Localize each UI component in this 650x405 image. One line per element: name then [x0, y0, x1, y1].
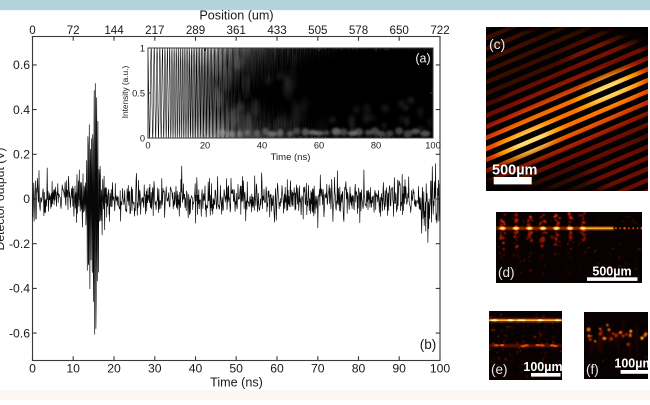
svg-text:(d): (d)	[498, 265, 515, 280]
svg-text:40: 40	[189, 362, 203, 376]
svg-text:72: 72	[67, 24, 80, 37]
svg-text:505: 505	[308, 24, 327, 37]
svg-text:0.5: 0.5	[132, 88, 145, 98]
svg-text:90: 90	[392, 362, 406, 376]
svg-text:100: 100	[425, 141, 441, 151]
svg-text:650: 650	[390, 24, 409, 37]
svg-text:(f): (f)	[586, 362, 599, 377]
svg-text:0.6: 0.6	[13, 58, 30, 72]
svg-text:100: 100	[430, 362, 451, 376]
svg-text:(c): (c)	[489, 36, 505, 52]
svg-text:-0.4: -0.4	[9, 282, 30, 296]
svg-text:144: 144	[104, 24, 124, 37]
svg-text:-0.2: -0.2	[9, 237, 30, 251]
svg-text:70: 70	[311, 362, 325, 376]
svg-text:50: 50	[229, 362, 243, 376]
svg-text:578: 578	[349, 24, 368, 37]
svg-text:Time (ns): Time (ns)	[271, 152, 311, 163]
svg-text:100µm: 100µm	[614, 357, 650, 371]
svg-text:0.2: 0.2	[13, 148, 30, 162]
svg-text:40: 40	[257, 141, 267, 151]
svg-text:Position (um): Position (um)	[199, 9, 273, 23]
svg-text:0: 0	[29, 24, 35, 37]
svg-text:433: 433	[267, 24, 286, 37]
svg-text:Detector output (V): Detector output (V)	[0, 148, 7, 251]
svg-text:10: 10	[66, 362, 80, 376]
svg-text:100µm: 100µm	[523, 360, 562, 374]
svg-text:0: 0	[140, 133, 145, 143]
svg-text:Time (ns): Time (ns)	[210, 376, 263, 390]
svg-text:20: 20	[107, 362, 121, 376]
svg-text:30: 30	[148, 362, 162, 376]
svg-text:0: 0	[23, 192, 30, 206]
svg-text:361: 361	[227, 24, 246, 37]
svg-text:20: 20	[200, 141, 210, 151]
svg-text:Intensity (a.u.): Intensity (a.u.)	[120, 65, 130, 118]
svg-text:60: 60	[270, 362, 284, 376]
svg-text:500µm: 500µm	[592, 265, 631, 279]
svg-text:-0.6: -0.6	[9, 326, 30, 340]
svg-text:80: 80	[352, 362, 366, 376]
svg-text:0: 0	[145, 141, 150, 151]
svg-text:(e): (e)	[491, 362, 508, 377]
svg-text:60: 60	[314, 141, 324, 151]
svg-text:500µm: 500µm	[492, 163, 537, 179]
svg-text:(b): (b)	[420, 337, 437, 352]
svg-text:0: 0	[29, 362, 36, 376]
svg-text:217: 217	[145, 24, 164, 37]
svg-text:1: 1	[140, 43, 145, 53]
svg-text:289: 289	[186, 24, 205, 37]
svg-text:0.4: 0.4	[13, 103, 30, 117]
svg-text:80: 80	[371, 141, 381, 151]
svg-text:722: 722	[430, 24, 449, 37]
svg-text:(a): (a)	[415, 52, 430, 66]
